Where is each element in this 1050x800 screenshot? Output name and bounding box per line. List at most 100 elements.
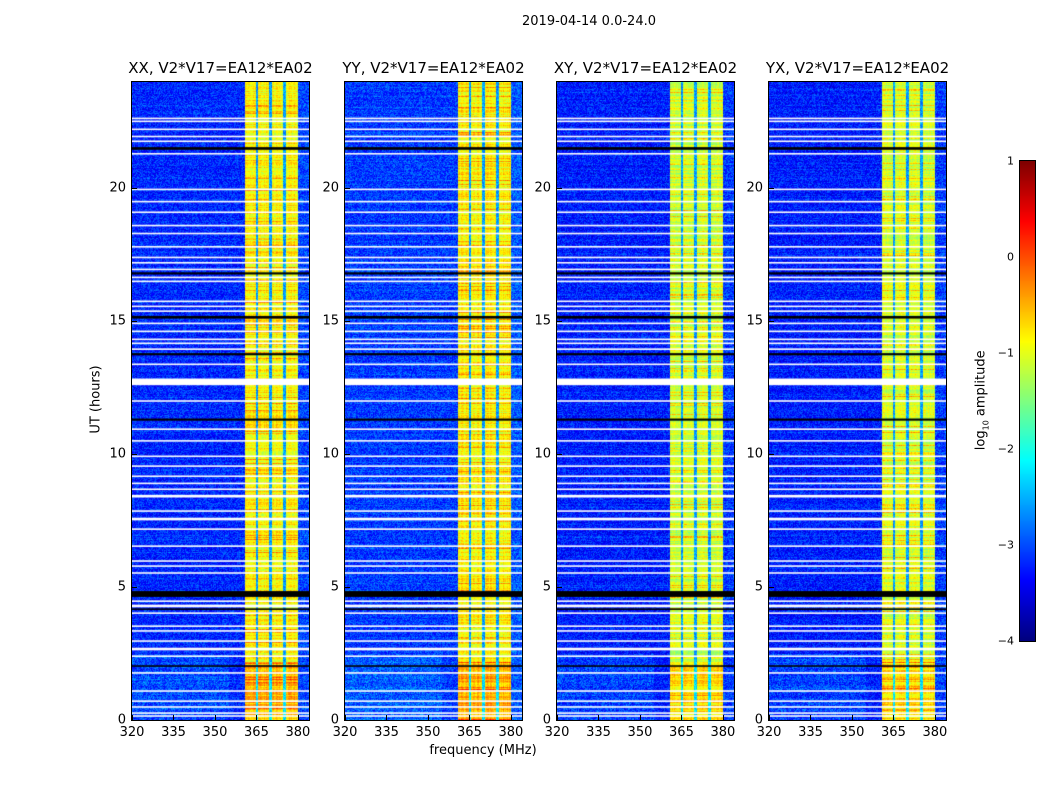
figure-title: 2019-04-14 0.0-24.0 xyxy=(522,14,656,29)
y-tick-label: 15 xyxy=(534,313,551,329)
x-tick-mark xyxy=(214,715,216,720)
y-tick-mark xyxy=(132,587,137,589)
panel-title: XY, V2*V17=EA12*EA02 xyxy=(553,59,738,77)
x-tick-label: 350 xyxy=(415,725,441,740)
x-tick-mark xyxy=(893,715,895,720)
y-tick-label: 15 xyxy=(109,313,126,329)
panel-3: YX, V2*V17=EA12*EA02 0 5 10 15 20 320 335 350 365… xyxy=(746,59,949,740)
x-tick-label: 350 xyxy=(627,725,653,740)
x-tick-label: 335 xyxy=(798,725,823,740)
x-tick-label: 320 xyxy=(332,725,358,740)
y-tick-label: 20 xyxy=(746,180,763,196)
x-tick-mark xyxy=(132,715,133,720)
x-tick-mark xyxy=(681,715,683,720)
panel-1: YY, V2*V17=EA12*EA02 0 5 10 15 20 320 335 350 365… xyxy=(322,59,524,740)
x-tick-label: 335 xyxy=(161,725,186,740)
x-tick-label: 380 xyxy=(285,725,311,740)
y-tick-mark xyxy=(132,454,137,456)
x-axis-label: frequency (MHz) xyxy=(429,743,537,758)
colorbar-tick-label: 1 xyxy=(1007,154,1014,168)
colorbar-label: log10 amplitude xyxy=(973,350,991,451)
y-tick-mark xyxy=(557,188,562,190)
x-tick-mark xyxy=(469,715,471,720)
x-tick-label: 350 xyxy=(202,725,228,740)
y-tick-mark xyxy=(132,720,137,721)
x-tick-label: 365 xyxy=(881,725,906,740)
y-tick-label: 15 xyxy=(746,313,763,329)
colorbar-tick-label: −1 xyxy=(997,346,1014,360)
x-tick-mark xyxy=(173,715,175,720)
x-tick-label: 320 xyxy=(756,725,782,740)
y-tick-mark xyxy=(769,720,774,721)
y-tick-mark xyxy=(132,188,137,190)
x-tick-mark xyxy=(386,715,388,720)
colorbar-tick-label: −3 xyxy=(997,538,1014,552)
colorbar-tick-label: −4 xyxy=(997,634,1014,648)
x-tick-label: 335 xyxy=(586,725,611,740)
x-tick-mark xyxy=(557,715,558,720)
x-tick-mark xyxy=(851,715,853,720)
x-tick-mark xyxy=(510,715,512,720)
x-tick-mark xyxy=(297,715,299,720)
y-tick-label: 0 xyxy=(542,712,551,728)
y-tick-mark xyxy=(557,321,562,323)
panel-2: XY, V2*V17=EA12*EA02 0 5 10 15 20 320 335 350 365… xyxy=(534,59,737,740)
panel-title: XX, V2*V17=EA12*EA02 xyxy=(128,59,313,77)
x-tick-label: 320 xyxy=(544,725,570,740)
heatmap-image xyxy=(557,82,734,720)
y-tick-label: 20 xyxy=(534,180,551,196)
x-tick-label: 365 xyxy=(244,725,269,740)
colorbar-tick-label: −2 xyxy=(997,442,1014,456)
panel-0: XX, V2*V17=EA12*EA02 0 5 10 15 20 320 335 350 365… xyxy=(109,59,312,740)
x-tick-label: 335 xyxy=(374,725,399,740)
panel-title: YX, V2*V17=EA12*EA02 xyxy=(765,59,950,77)
y-tick-mark xyxy=(769,587,774,589)
x-tick-label: 380 xyxy=(922,725,948,740)
x-tick-label: 365 xyxy=(669,725,694,740)
y-tick-mark xyxy=(345,321,350,323)
y-tick-label: 5 xyxy=(330,579,339,595)
x-tick-mark xyxy=(769,715,770,720)
x-tick-label: 350 xyxy=(839,725,865,740)
x-tick-mark xyxy=(427,715,429,720)
colorbar: 1 0 −1 −2 −3 −4 xyxy=(998,155,1036,648)
y-tick-mark xyxy=(557,720,562,721)
y-tick-label: 5 xyxy=(542,579,551,595)
y-tick-label: 10 xyxy=(109,446,126,462)
y-tick-mark xyxy=(345,188,350,190)
heatmap-image xyxy=(345,82,522,720)
y-tick-mark xyxy=(769,454,774,456)
x-tick-label: 380 xyxy=(498,725,524,740)
y-tick-label: 10 xyxy=(322,446,339,462)
y-tick-label: 5 xyxy=(754,579,763,595)
x-tick-mark xyxy=(639,715,641,720)
colorbar-tick-label: 0 xyxy=(1007,250,1014,264)
x-tick-label: 320 xyxy=(119,725,145,740)
heatmap-image xyxy=(769,82,946,720)
colorbar-gradient xyxy=(1020,161,1035,641)
x-tick-label: 365 xyxy=(457,725,482,740)
y-tick-label: 20 xyxy=(322,180,339,196)
y-tick-label: 10 xyxy=(746,446,763,462)
y-tick-label: 5 xyxy=(117,579,126,595)
x-tick-mark xyxy=(256,715,258,720)
y-tick-mark xyxy=(132,321,137,323)
y-tick-mark xyxy=(769,188,774,190)
x-tick-mark xyxy=(598,715,600,720)
y-tick-label: 0 xyxy=(330,712,339,728)
y-tick-mark xyxy=(769,321,774,323)
x-tick-mark xyxy=(345,715,346,720)
x-tick-mark xyxy=(722,715,724,720)
y-tick-label: 0 xyxy=(754,712,763,728)
y-tick-label: 15 xyxy=(322,313,339,329)
panel-title: YY, V2*V17=EA12*EA02 xyxy=(342,59,525,77)
x-tick-mark xyxy=(934,715,936,720)
y-axis-label: UT (hours) xyxy=(88,365,104,434)
y-tick-mark xyxy=(345,454,350,456)
heatmap-image xyxy=(132,82,309,720)
y-tick-label: 10 xyxy=(534,446,551,462)
y-tick-label: 20 xyxy=(109,180,126,196)
y-tick-mark xyxy=(345,720,350,721)
x-tick-mark xyxy=(810,715,812,720)
y-tick-mark xyxy=(557,587,562,589)
